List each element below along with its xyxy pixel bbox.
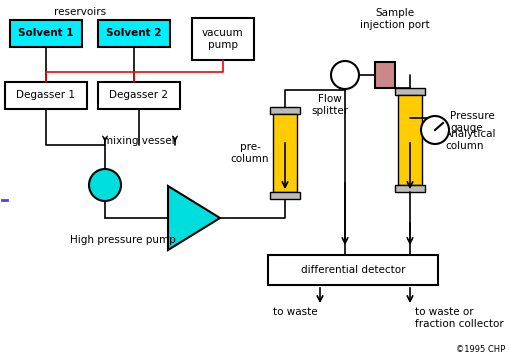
Bar [10, 20, 82, 47]
Text: Solvent 1: Solvent 1 [18, 28, 74, 38]
Bar [395, 185, 425, 192]
Text: differential detector: differential detector [301, 265, 405, 275]
Polygon shape [168, 186, 220, 250]
Text: Solvent 2: Solvent 2 [106, 28, 162, 38]
Bar [273, 114, 297, 192]
Bar [192, 18, 254, 60]
Bar [398, 95, 422, 185]
Bar [98, 82, 180, 109]
Circle shape [421, 116, 449, 144]
Text: High pressure pump: High pressure pump [70, 235, 176, 245]
Bar [268, 255, 438, 285]
Text: reservoirs: reservoirs [54, 7, 106, 17]
Bar [375, 62, 395, 88]
Text: pre-
column: pre- column [231, 142, 269, 164]
Text: Degasser 2: Degasser 2 [109, 90, 168, 100]
Bar [270, 192, 300, 199]
Bar [5, 82, 87, 109]
Text: to waste or
fraction collector: to waste or fraction collector [415, 307, 504, 329]
Circle shape [331, 61, 359, 89]
Text: Sample
injection port: Sample injection port [360, 8, 430, 30]
Circle shape [89, 169, 121, 201]
Text: Pressure
gauge: Pressure gauge [450, 111, 495, 133]
Text: Degasser 1: Degasser 1 [16, 90, 75, 100]
Text: ©1995 CHP: ©1995 CHP [456, 345, 505, 354]
Text: vacuum
pump: vacuum pump [202, 28, 244, 50]
Bar [270, 107, 300, 114]
Text: Analytical
column: Analytical column [445, 129, 496, 151]
Text: Flow
splitter: Flow splitter [312, 94, 349, 116]
Text: mixing vessel: mixing vessel [103, 136, 175, 146]
Bar [395, 88, 425, 95]
Text: to waste: to waste [273, 307, 317, 317]
Bar [98, 20, 170, 47]
